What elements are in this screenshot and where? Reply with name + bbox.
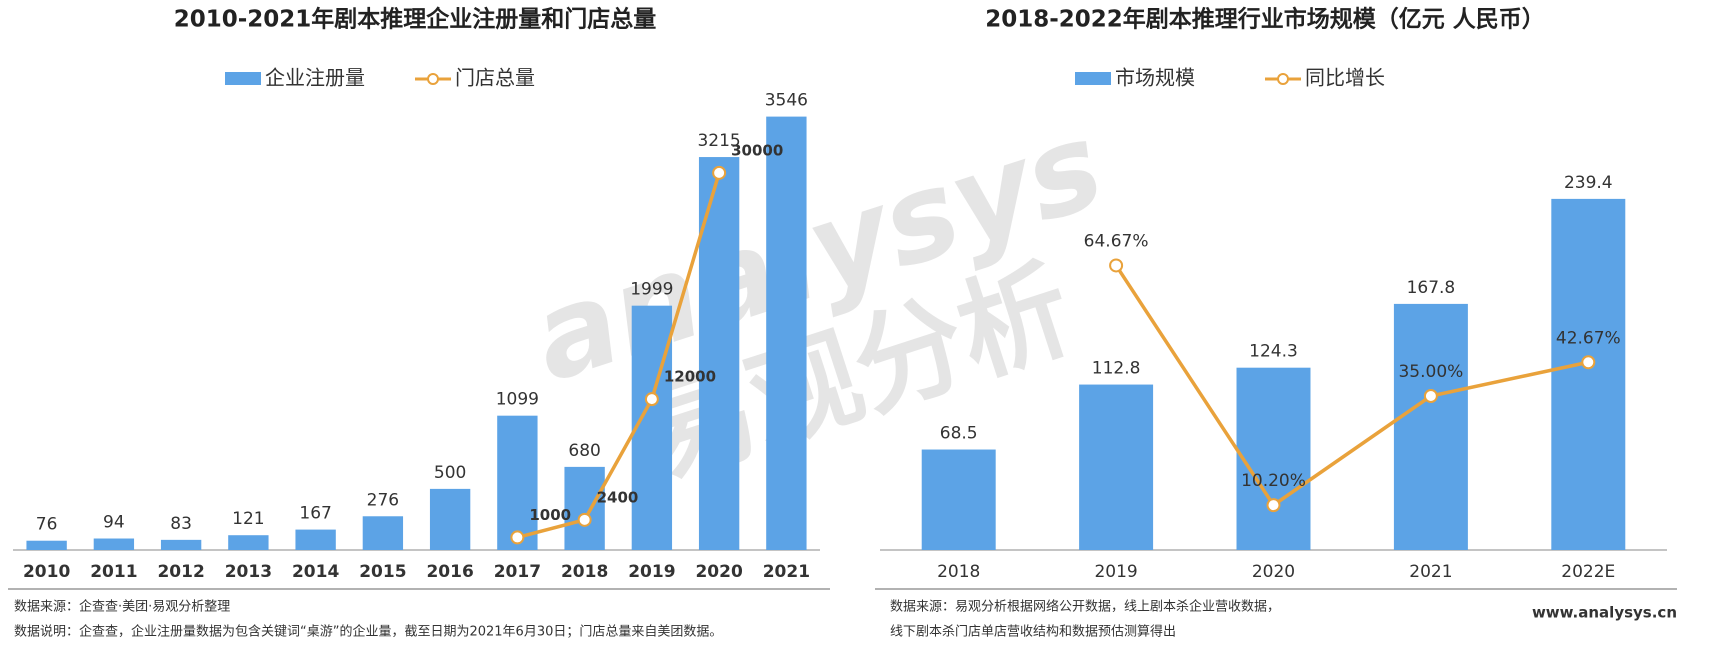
footnote: 线下剧本杀门店单店营收结构和数据预估测算得出 (890, 624, 1176, 640)
bar-value-label: 1999 (630, 280, 673, 300)
legend-swatch (1277, 73, 1289, 85)
footnote: 数据来源：企查查·美团·易观分析整理 (14, 599, 230, 615)
legend-label: 市场规模 (1115, 66, 1195, 90)
x-tick-label: 2017 (494, 562, 541, 582)
bar-value-label: 68.5 (940, 424, 978, 444)
line-value-label: 2400 (597, 488, 639, 506)
bar (497, 415, 538, 550)
bar (160, 539, 202, 550)
x-tick-label: 2022E (1561, 562, 1615, 582)
line-value-label: 12000 (664, 368, 716, 386)
line-value-label: 30000 (731, 141, 783, 159)
bar-value-label: 3546 (765, 91, 808, 111)
line-point (510, 530, 525, 545)
bar-value-label: 112.8 (1092, 359, 1141, 379)
footnote: 数据说明：企查查，企业注册量数据为包含关键词“桌游”的企业量，截至日期为2021… (14, 624, 722, 640)
bar-value-label: 167 (299, 504, 331, 524)
line-value-label: 1000 (529, 506, 571, 524)
x-tick-label: 2021 (763, 562, 810, 582)
line (516, 172, 721, 540)
bar (1236, 367, 1311, 550)
bar-value-label: 83 (170, 514, 192, 534)
bar (921, 449, 996, 550)
bar (564, 466, 605, 550)
line-value-label: 64.67% (1084, 231, 1149, 251)
line-point (1109, 258, 1124, 273)
line-value-label: 42.67% (1556, 328, 1621, 348)
line (1114, 264, 1589, 508)
x-tick-label: 2018 (937, 562, 980, 582)
bar-value-label: 94 (103, 513, 125, 533)
x-tick-label: 2013 (225, 562, 272, 582)
legend-label: 同比增长 (1305, 66, 1385, 90)
x-tick-label: 2019 (628, 562, 675, 582)
x-tick-label: 2019 (1094, 562, 1137, 582)
source: www.analysys.cn (1532, 604, 1677, 622)
line-point (644, 392, 659, 407)
x-tick-label: 2015 (359, 562, 406, 582)
line-point (1423, 389, 1438, 403)
x-tick-label: 2016 (426, 562, 473, 582)
bar-value-label: 121 (232, 509, 264, 529)
line-value-label: 10.20% (1241, 471, 1306, 491)
watermark: analysys 易观分析 (517, 96, 1119, 502)
x-tick-label: 2012 (157, 562, 204, 582)
x-tick-label: 2021 (1409, 562, 1452, 582)
bar (1551, 198, 1626, 550)
bar (93, 538, 135, 550)
line-point (1266, 498, 1281, 513)
line-point (1581, 355, 1596, 370)
bar (1079, 384, 1154, 550)
footnote: 数据来源：易观分析根据网络公开数据，线上剧本杀企业营收数据， (890, 599, 1280, 615)
bar-value-label: 239.4 (1564, 173, 1613, 193)
bar-value-label: 1099 (496, 390, 539, 410)
legend-swatch (427, 73, 439, 85)
chart-title: 2018-2022年剧本推理行业市场规模（亿元 人民币） (985, 6, 1545, 33)
bar (295, 529, 336, 550)
bar-value-label: 3215 (697, 131, 740, 151)
bar (429, 488, 471, 550)
chart-title: 2010-2021年剧本推理企业注册量和门店总量 (174, 6, 657, 33)
bar (26, 540, 67, 550)
line-value-label: 35.00% (1398, 362, 1463, 382)
line-point (577, 512, 592, 527)
x-tick-label: 2011 (90, 562, 137, 582)
x-tick-label: 2018 (561, 562, 608, 582)
x-tick-label: 2014 (292, 562, 339, 582)
legend-swatch (1075, 72, 1111, 85)
line-point (712, 165, 727, 180)
bar-value-label: 500 (434, 463, 466, 483)
x-tick-label: 2010 (23, 562, 70, 582)
bar (766, 116, 807, 550)
bar-value-label: 76 (36, 515, 58, 535)
bar-value-label: 124.3 (1249, 342, 1298, 362)
bar (228, 535, 269, 550)
x-tick-label: 2020 (1252, 562, 1295, 582)
bar (631, 305, 673, 550)
bar (362, 516, 404, 550)
x-tick-label: 2020 (695, 562, 742, 582)
legend-label: 门店总量 (455, 66, 535, 90)
bar-value-label: 167.8 (1407, 278, 1456, 298)
bar-value-label: 680 (568, 441, 600, 461)
bar (1393, 303, 1468, 550)
legend-label: 企业注册量 (265, 66, 365, 90)
bar-value-label: 276 (367, 490, 399, 510)
legend-swatch (225, 72, 261, 85)
